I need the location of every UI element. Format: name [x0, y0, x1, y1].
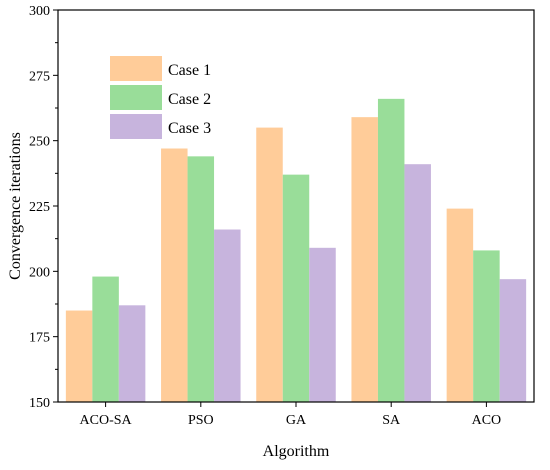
ticks-layer: ACO-SA PSO GA SA ACO 150 175 200 225 250 275 300 [29, 4, 501, 428]
y-tick-label: 225 [29, 200, 50, 215]
bar-aco-case-1 [446, 208, 474, 402]
bar-sa-case-2 [377, 98, 405, 402]
bar-ga-case-1 [256, 127, 283, 402]
bar-aco-case-2 [473, 250, 500, 402]
legend-swatch-case-1 [110, 56, 162, 81]
bar-pso-case-2 [187, 156, 215, 402]
legend-swatch-case-2 [110, 85, 162, 110]
legend-label-case-1: Case 1 [168, 62, 211, 79]
bars-layer [65, 98, 527, 402]
x-tick-label: PSO [188, 413, 214, 428]
bar-sa-case-3 [404, 164, 431, 402]
y-tick-label: 175 [29, 331, 50, 346]
bar-pso-case-1 [161, 148, 188, 402]
y-tick-label: 250 [29, 135, 50, 150]
bar-ga-case-3 [309, 247, 336, 402]
bar-aco-sa-case-3 [118, 305, 146, 402]
y-tick-label: 200 [29, 265, 50, 280]
x-tick-label: GA [286, 413, 307, 428]
y-tick-label: 275 [29, 69, 50, 84]
legend-label-case-3: Case 3 [168, 120, 211, 137]
y-tick-label: 150 [29, 396, 50, 411]
x-tick-label: ACO [472, 413, 502, 428]
x-tick-label: SA [382, 413, 401, 428]
bar-aco-sa-case-1 [65, 310, 93, 402]
legend: Case 1 Case 2 Case 3 [110, 56, 211, 139]
legend-label-case-2: Case 2 [168, 91, 211, 108]
bar-aco-sa-case-2 [92, 276, 119, 402]
y-axis-title: Convergence iterations [7, 132, 24, 280]
y-tick-label: 300 [29, 4, 50, 19]
x-tick-label: ACO-SA [80, 413, 133, 428]
x-axis-title: Algorithm [263, 443, 330, 460]
legend-swatch-case-3 [110, 114, 162, 139]
bar-sa-case-1 [351, 117, 378, 402]
bar-aco-case-3 [499, 279, 527, 402]
bar-ga-case-2 [282, 174, 310, 402]
bar-pso-case-3 [214, 229, 241, 402]
